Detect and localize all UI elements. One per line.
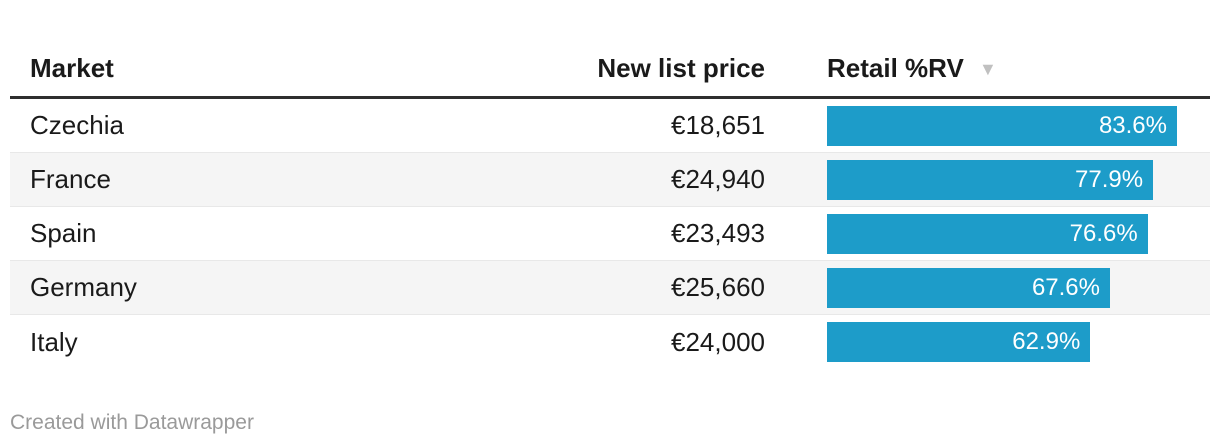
price-cell: €18,651 [671, 110, 765, 140]
table-row: Germany €25,660 67.6% [10, 261, 1210, 315]
price-cell: €25,660 [671, 272, 765, 302]
market-cell: Germany [30, 272, 137, 302]
table-body: Czechia €18,651 83.6% France €24,940 77.9% Spa… [10, 99, 1210, 369]
column-header-new-list-price[interactable]: New list price [587, 53, 827, 84]
retail-rv-cell: 83.6% [827, 105, 1210, 146]
retail-rv-bar: 77.9% [827, 159, 1154, 200]
retail-rv-bar: 83.6% [827, 105, 1177, 146]
market-cell: Spain [30, 218, 97, 248]
table-row: Czechia €18,651 83.6% [10, 99, 1210, 153]
data-table: Market New list price Retail %RV ▼ Czech… [10, 40, 1210, 369]
retail-rv-bar-label: 77.9% [1075, 165, 1144, 193]
price-cell: €24,940 [671, 164, 765, 194]
retail-rv-bar: 62.9% [827, 322, 1091, 362]
retail-rv-cell: 76.6% [827, 213, 1210, 254]
table-header-row: Market New list price Retail %RV ▼ [10, 40, 1210, 99]
retail-rv-bar-label: 62.9% [1012, 328, 1081, 355]
retail-rv-bar: 76.6% [827, 213, 1148, 254]
market-cell: Czechia [30, 110, 124, 140]
market-cell: France [30, 164, 111, 194]
price-cell: €24,000 [671, 326, 765, 357]
datawrapper-credit-link[interactable]: Created with Datawrapper [10, 411, 254, 434]
retail-rv-cell: 77.9% [827, 159, 1210, 200]
column-header-retail-rv-label: Retail %RV [827, 52, 964, 83]
column-header-retail-rv[interactable]: Retail %RV ▼ [827, 53, 1210, 84]
table-row: Italy €24,000 62.9% [10, 315, 1210, 369]
retail-rv-bar: 67.6% [827, 267, 1110, 308]
table-row: France €24,940 77.9% [10, 153, 1210, 207]
retail-rv-cell: 62.9% [827, 322, 1210, 362]
sort-descending-icon: ▼ [979, 58, 997, 79]
retail-rv-bar-label: 83.6% [1098, 111, 1167, 139]
table-row: Spain €23,493 76.6% [10, 207, 1210, 261]
column-header-market[interactable]: Market [10, 53, 587, 84]
retail-rv-bar-label: 76.6% [1069, 219, 1138, 247]
retail-rv-cell: 67.6% [827, 267, 1210, 308]
retail-rv-bar-label: 67.6% [1031, 273, 1100, 301]
market-cell: Italy [30, 326, 78, 357]
price-cell: €23,493 [671, 218, 765, 248]
